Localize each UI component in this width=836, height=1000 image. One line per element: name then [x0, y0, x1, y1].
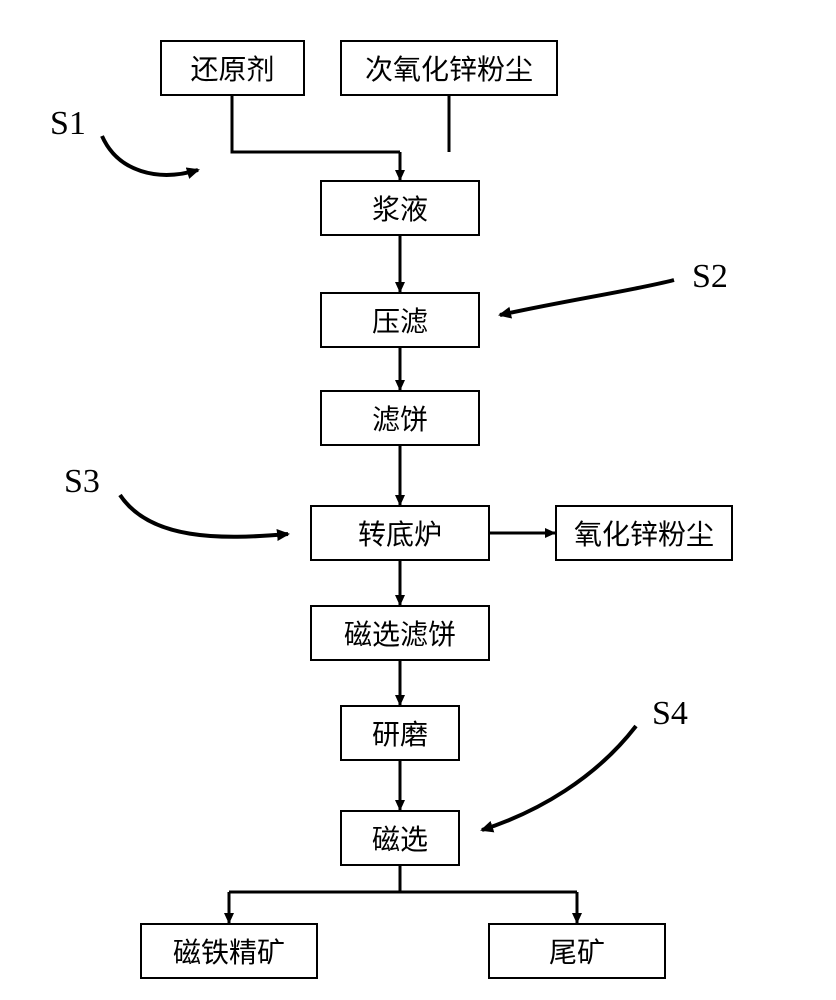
label-s4: S4 [652, 695, 688, 733]
node-grind: 研磨 [340, 705, 460, 761]
node-mag_cake: 磁选滤饼 [310, 605, 490, 661]
node-zno_dust_out: 氧化锌粉尘 [555, 505, 733, 561]
node-zno_dust_in-label: 次氧化锌粉尘 [365, 48, 533, 88]
node-mag_sep-label: 磁选 [372, 818, 428, 858]
node-grind-label: 研磨 [372, 713, 428, 753]
callout-s3 [120, 495, 288, 537]
node-concentrate: 磁铁精矿 [140, 923, 318, 979]
node-zno_dust_out-label: 氧化锌粉尘 [574, 513, 714, 553]
node-rhf: 转底炉 [310, 505, 490, 561]
arrow-reductant_bottom [232, 96, 400, 152]
callout-s4 [482, 726, 636, 830]
node-mag_sep: 磁选 [340, 810, 460, 866]
node-rhf-label: 转底炉 [358, 513, 442, 553]
node-cake: 滤饼 [320, 390, 480, 446]
node-cake-label: 滤饼 [372, 398, 428, 438]
node-concentrate-label: 磁铁精矿 [173, 931, 285, 971]
node-press-label: 压滤 [372, 300, 428, 340]
node-tailings: 尾矿 [488, 923, 666, 979]
node-mag_cake-label: 磁选滤饼 [344, 613, 456, 653]
node-tailings-label: 尾矿 [549, 931, 605, 971]
label-s2: S2 [692, 258, 728, 296]
node-press: 压滤 [320, 292, 480, 348]
node-zno_dust_in: 次氧化锌粉尘 [340, 40, 558, 96]
node-slurry-label: 浆液 [372, 188, 428, 228]
arrow-magsep_split [229, 866, 577, 892]
node-reductant: 还原剂 [160, 40, 305, 96]
node-slurry: 浆液 [320, 180, 480, 236]
node-reductant-label: 还原剂 [190, 48, 274, 88]
label-s1: S1 [50, 105, 86, 143]
callout-s1 [102, 136, 198, 175]
label-s3: S3 [64, 463, 100, 501]
callout-s2 [500, 280, 674, 315]
